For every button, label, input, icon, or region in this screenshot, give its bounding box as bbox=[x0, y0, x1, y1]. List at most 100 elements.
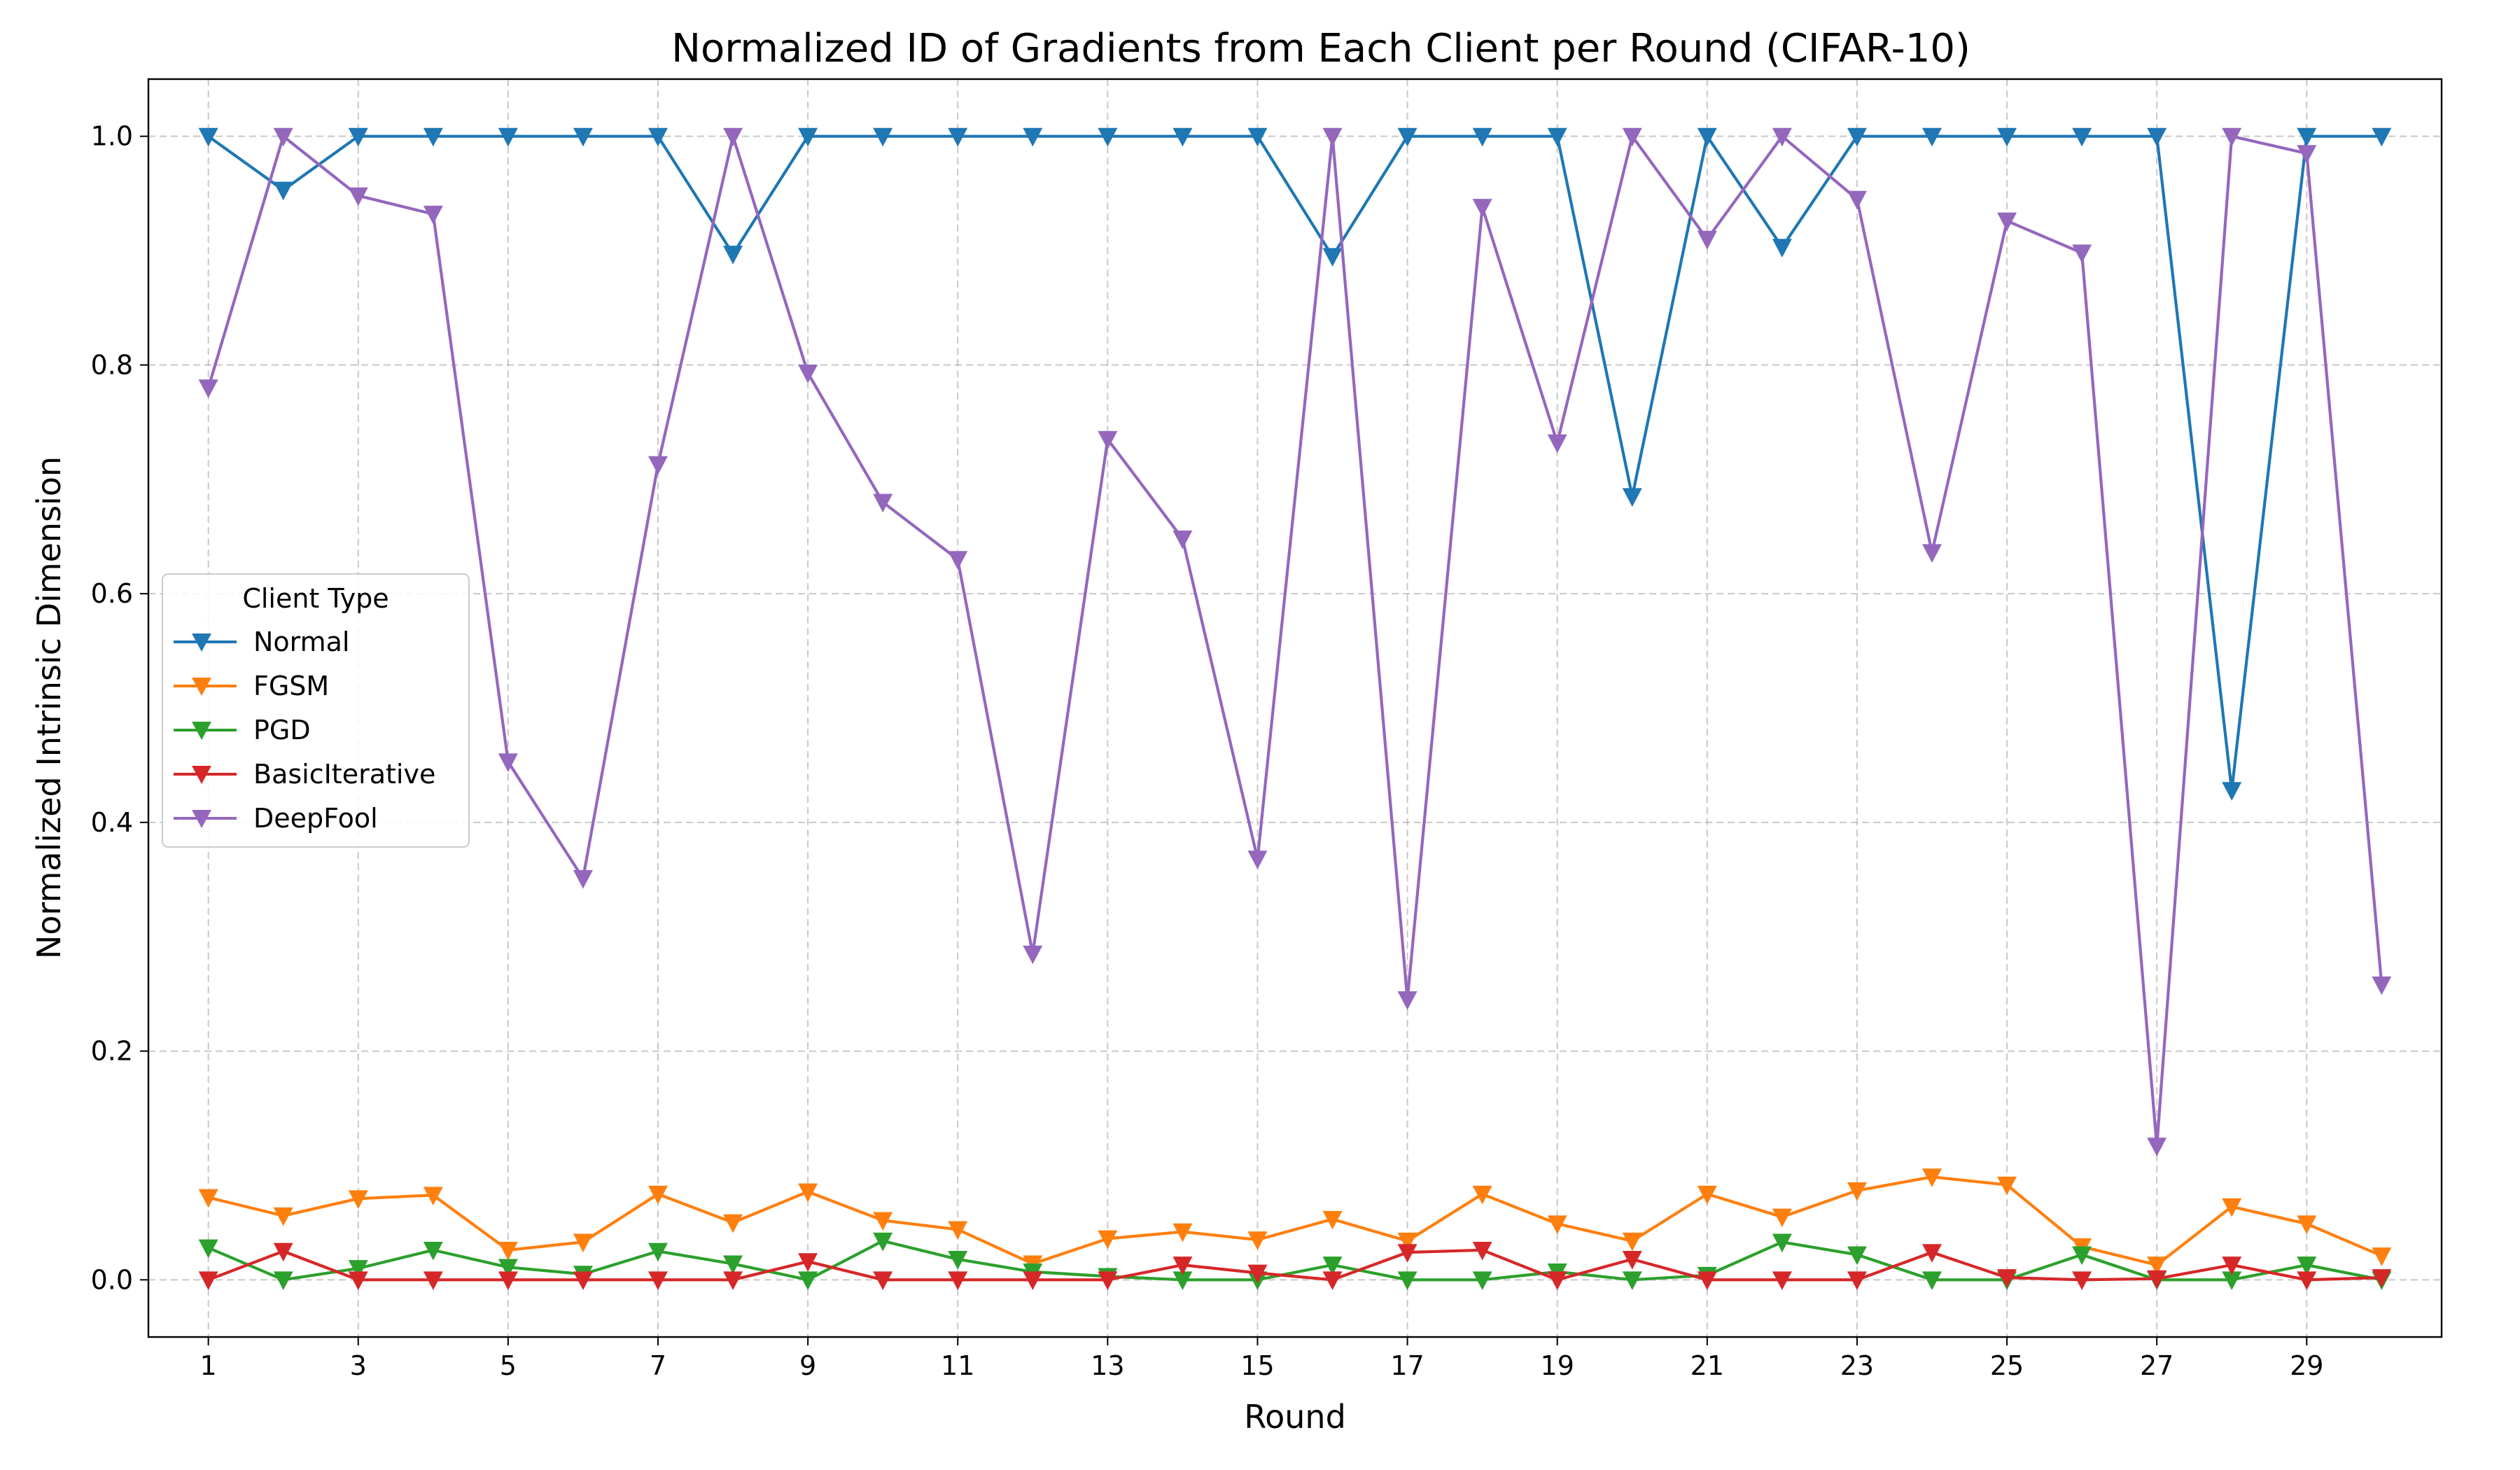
point-pgd-24 bbox=[1922, 1271, 1942, 1291]
point-normal-10 bbox=[873, 127, 893, 147]
point-basiciterative-30 bbox=[2372, 1269, 2392, 1288]
series-layer bbox=[198, 127, 2392, 1291]
x-tick-label-6: 13 bbox=[1091, 1350, 1124, 1381]
point-deepfool-15 bbox=[1247, 850, 1268, 869]
point-normal-17 bbox=[1397, 127, 1418, 147]
point-fgsm-24 bbox=[1922, 1168, 1942, 1187]
point-normal-21 bbox=[1697, 127, 1717, 147]
point-pgd-26 bbox=[2072, 1246, 2092, 1266]
point-basiciterative-22 bbox=[1772, 1271, 1792, 1291]
point-deepfool-16 bbox=[1322, 127, 1343, 147]
point-fgsm-5 bbox=[498, 1241, 518, 1261]
point-pgd-16 bbox=[1322, 1256, 1343, 1275]
point-basiciterative-18 bbox=[1472, 1241, 1492, 1261]
point-fgsm-15 bbox=[1247, 1231, 1268, 1250]
point-normal-12 bbox=[1023, 127, 1043, 147]
point-deepfool-20 bbox=[1622, 127, 1642, 147]
point-deepfool-30 bbox=[2372, 976, 2392, 995]
point-basiciterative-29 bbox=[2297, 1271, 2317, 1291]
point-pgd-29 bbox=[2297, 1256, 2317, 1275]
point-deepfool-13 bbox=[1098, 430, 1118, 450]
point-deepfool-9 bbox=[798, 364, 818, 384]
point-fgsm-13 bbox=[1098, 1230, 1118, 1250]
point-basiciterative-11 bbox=[948, 1271, 968, 1291]
point-basiciterative-6 bbox=[573, 1271, 593, 1291]
point-basiciterative-5 bbox=[498, 1271, 518, 1291]
point-normal-25 bbox=[1997, 127, 2017, 147]
x-tick-label-13: 27 bbox=[2140, 1350, 2174, 1381]
point-pgd-28 bbox=[2222, 1271, 2242, 1291]
point-basiciterative-26 bbox=[2072, 1271, 2092, 1291]
series-line-normal bbox=[207, 134, 2382, 792]
point-pgd-22 bbox=[1772, 1233, 1792, 1253]
point-fgsm-14 bbox=[1172, 1223, 1193, 1242]
series-line-pgd bbox=[207, 1239, 2382, 1282]
series-line-fgsm bbox=[208, 1175, 2383, 1267]
x-tick-label-9: 19 bbox=[1541, 1350, 1574, 1381]
legend-label-pgd: PGD bbox=[253, 715, 311, 746]
point-deepfool-8 bbox=[723, 127, 743, 147]
point-fgsm-3 bbox=[348, 1190, 368, 1210]
point-fgsm-8 bbox=[723, 1214, 743, 1233]
point-normal-20 bbox=[1622, 488, 1642, 507]
point-deepfool-23 bbox=[1847, 190, 1867, 210]
legend-marker-normal bbox=[192, 634, 211, 652]
x-tick-label-5: 11 bbox=[941, 1350, 974, 1381]
point-fgsm-25 bbox=[1997, 1176, 2017, 1196]
series-normal bbox=[198, 127, 2392, 801]
point-pgd-14 bbox=[1172, 1271, 1193, 1291]
point-basiciterative-23 bbox=[1847, 1271, 1867, 1291]
point-basiciterative-15 bbox=[1247, 1264, 1268, 1284]
point-deepfool-11 bbox=[948, 551, 968, 570]
plot-frame bbox=[147, 78, 2443, 1338]
legend-item-deepfool: DeepFool bbox=[174, 803, 378, 834]
point-normal-5 bbox=[498, 127, 518, 147]
point-deepfool-21 bbox=[1697, 230, 1717, 250]
point-fgsm-9 bbox=[798, 1183, 818, 1203]
legend-label-basiciterative: BasicIterative bbox=[253, 759, 435, 790]
point-normal-9 bbox=[798, 127, 818, 147]
legend-label-deepfool: DeepFool bbox=[253, 803, 378, 834]
point-basiciterative-7 bbox=[648, 1271, 668, 1291]
x-tick-label-4: 9 bbox=[799, 1350, 816, 1381]
legend-title: Client Type bbox=[242, 583, 388, 614]
series-line-deepfool bbox=[206, 134, 2384, 1148]
series-deepfool bbox=[198, 127, 2392, 1156]
point-normal-19 bbox=[1547, 127, 1567, 147]
x-tick-label-2: 5 bbox=[500, 1350, 517, 1381]
point-pgd-8 bbox=[723, 1255, 743, 1275]
point-pgd-3 bbox=[348, 1260, 368, 1279]
point-deepfool-3 bbox=[348, 187, 368, 206]
point-basiciterative-10 bbox=[873, 1271, 893, 1291]
point-deepfool-5 bbox=[498, 753, 518, 772]
point-fgsm-2 bbox=[273, 1207, 293, 1226]
point-basiciterative-12 bbox=[1023, 1271, 1043, 1291]
point-deepfool-10 bbox=[873, 493, 893, 513]
point-deepfool-6 bbox=[573, 870, 593, 889]
point-deepfool-14 bbox=[1172, 530, 1193, 550]
y-tick-label-3: 0.6 bbox=[91, 578, 133, 609]
y-tick-label-4: 0.8 bbox=[91, 349, 133, 380]
point-fgsm-18 bbox=[1472, 1185, 1492, 1205]
point-deepfool-18 bbox=[1472, 199, 1492, 218]
x-tick-label-3: 7 bbox=[650, 1350, 666, 1381]
y-tick-label-1: 0.2 bbox=[91, 1036, 133, 1067]
legend-label-normal: Normal bbox=[253, 626, 350, 657]
point-normal-24 bbox=[1922, 127, 1942, 147]
legend-marker-pgd bbox=[192, 722, 211, 740]
point-fgsm-21 bbox=[1697, 1185, 1717, 1205]
point-pgd-20 bbox=[1622, 1271, 1642, 1291]
point-basiciterative-4 bbox=[423, 1271, 443, 1291]
point-deepfool-25 bbox=[1997, 212, 2017, 232]
chart-title: Normalized ID of Gradients from Each Cli… bbox=[671, 26, 1970, 71]
point-deepfool-27 bbox=[2147, 1138, 2167, 1156]
point-fgsm-11 bbox=[948, 1221, 968, 1240]
point-basiciterative-9 bbox=[798, 1253, 818, 1272]
point-normal-13 bbox=[1098, 127, 1118, 147]
point-basiciterative-13 bbox=[1098, 1271, 1118, 1291]
point-pgd-10 bbox=[873, 1232, 893, 1252]
point-fgsm-28 bbox=[2222, 1198, 2242, 1217]
point-pgd-4 bbox=[423, 1241, 443, 1261]
point-normal-6 bbox=[573, 127, 593, 147]
